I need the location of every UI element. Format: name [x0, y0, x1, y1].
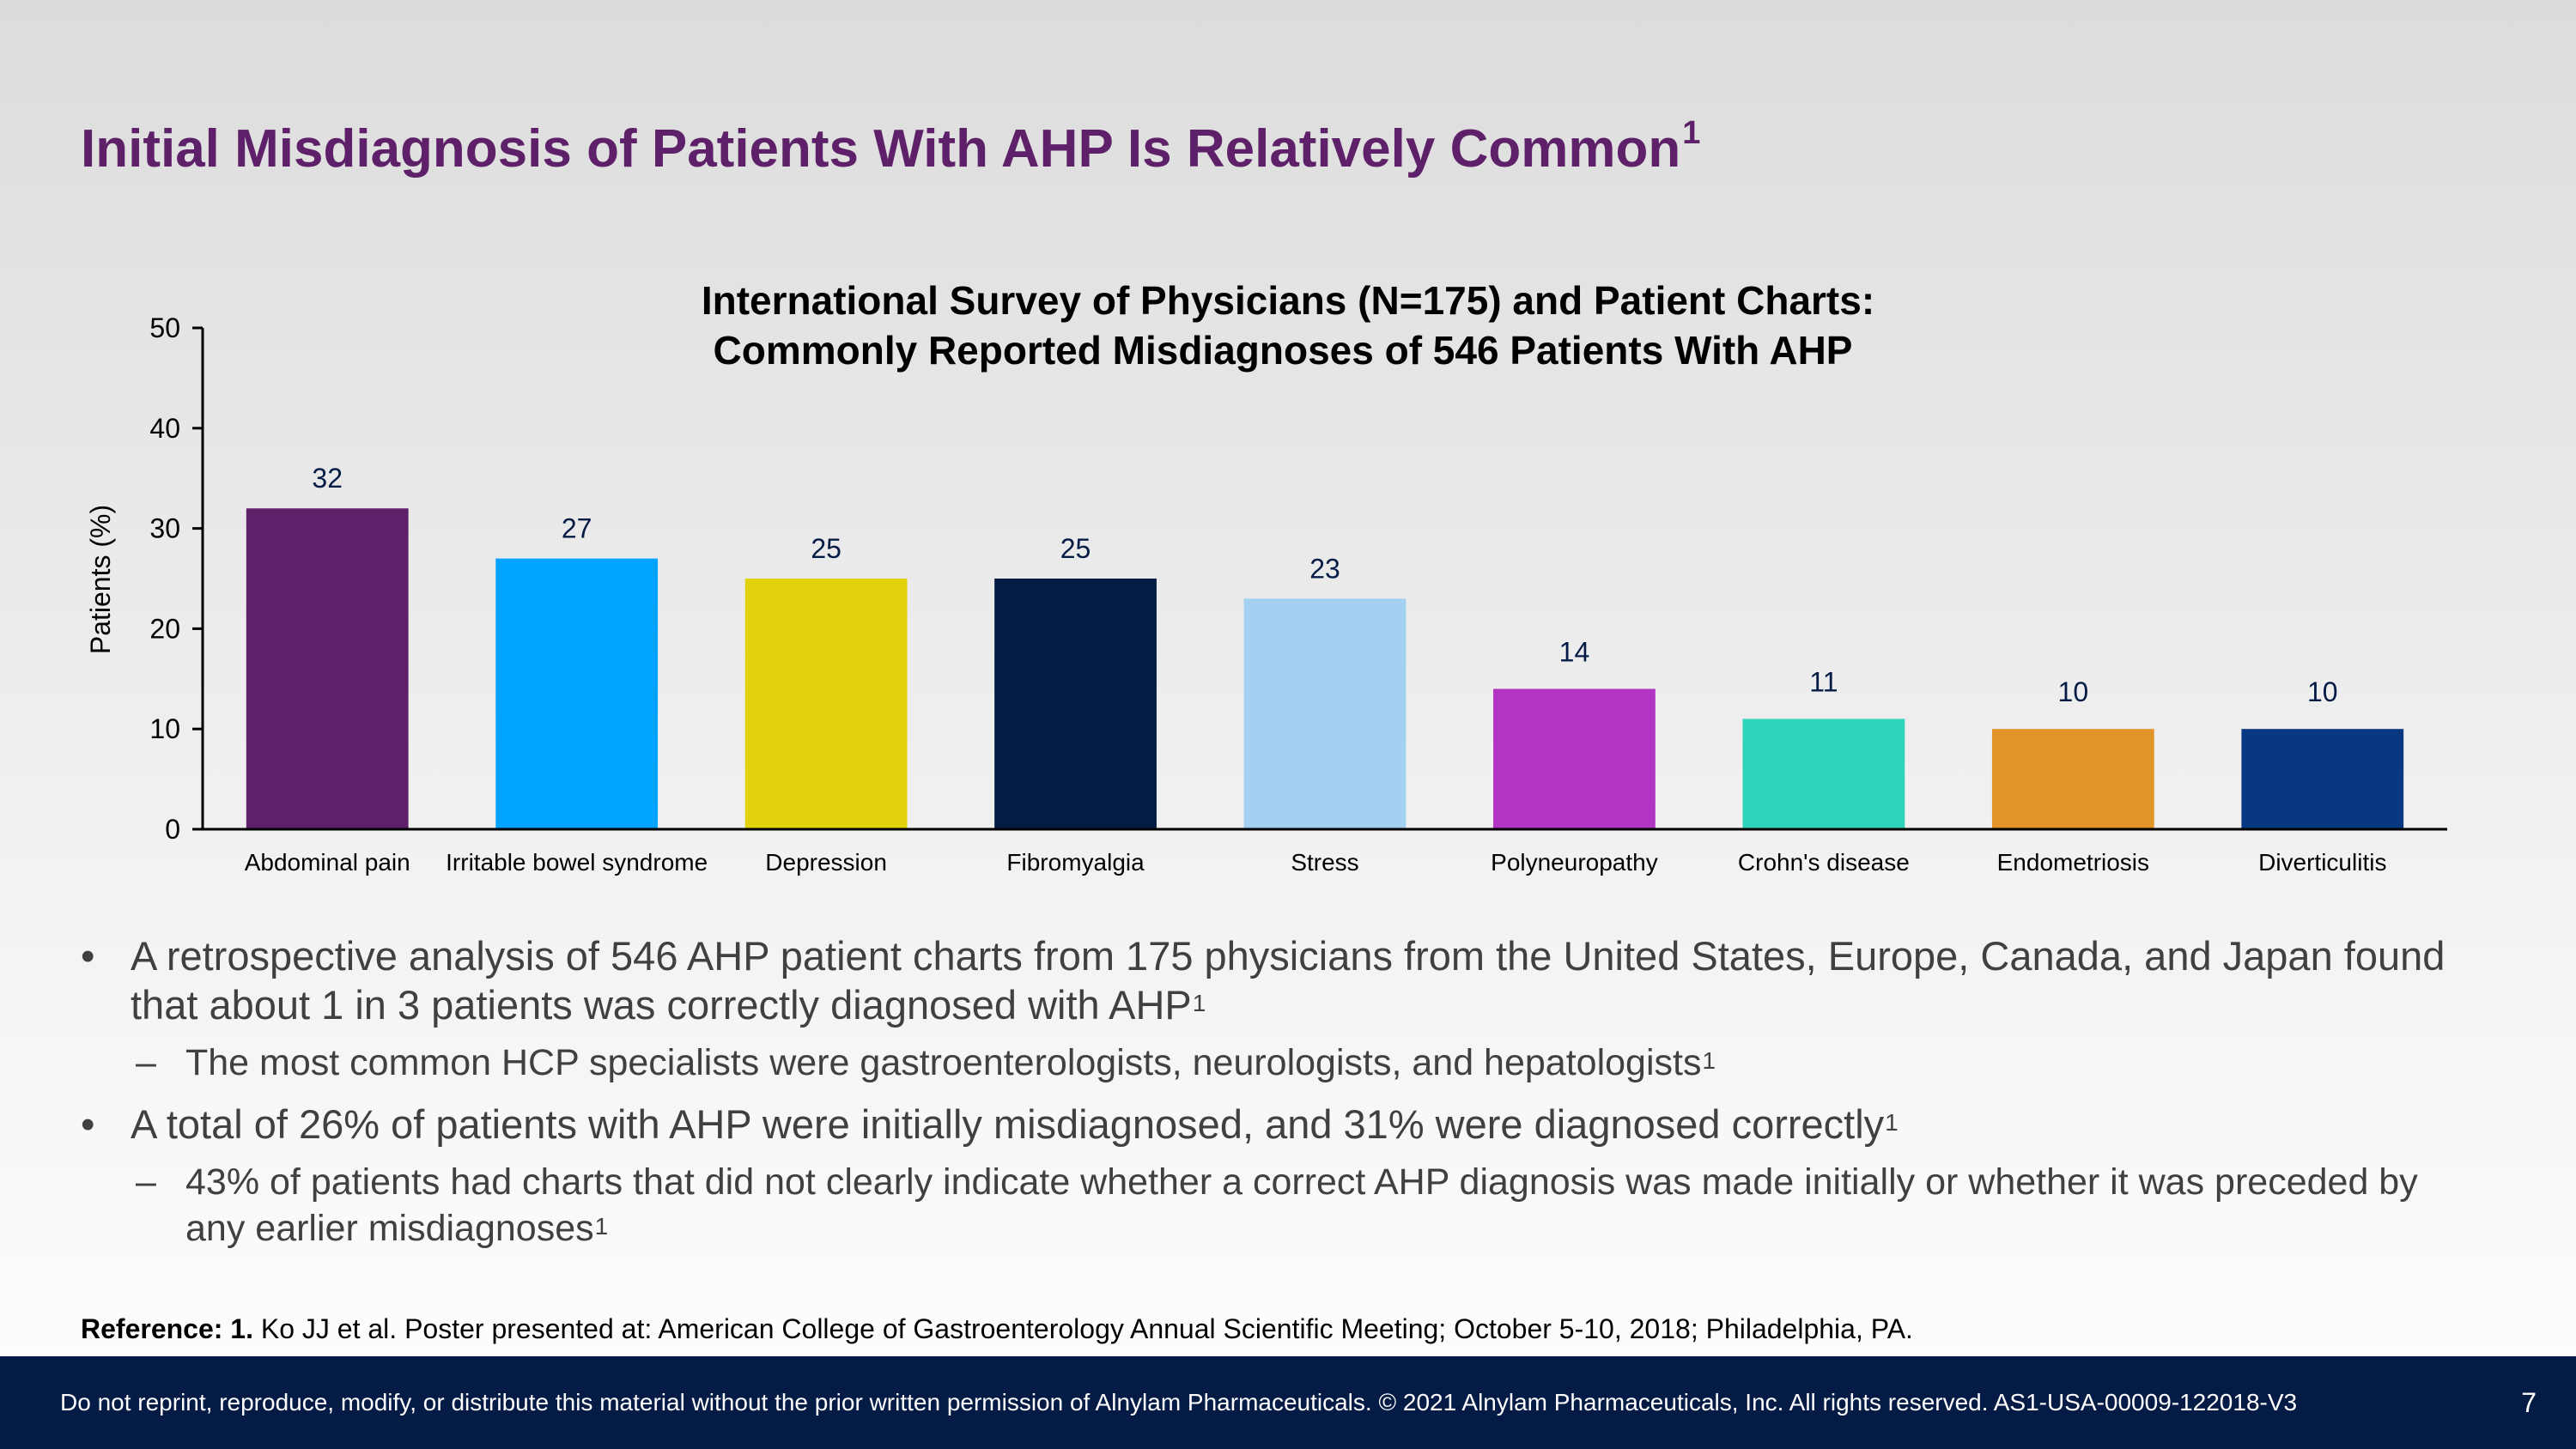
x-tick-label: Irritable bowel syndrome	[446, 849, 708, 876]
y-tick-label: 40	[149, 413, 180, 444]
bar-value-label: 32	[312, 463, 343, 494]
bar-value-label: 25	[1060, 533, 1091, 564]
x-tick-label: Stress	[1291, 849, 1358, 876]
title-footnote: 1	[1682, 115, 1701, 151]
bullet-dot-icon: •	[81, 933, 95, 979]
x-tick-label: Abdominal pain	[245, 849, 410, 876]
bar	[994, 579, 1157, 829]
page-number: 7	[2521, 1387, 2537, 1418]
dash-icon: –	[136, 1042, 156, 1083]
bar	[744, 579, 908, 829]
bar	[1991, 729, 2154, 829]
bar-value-label: 27	[562, 513, 592, 544]
x-axis-tick-labels: Abdominal pain Irritable bowel syndrome De…	[245, 849, 2387, 876]
y-axis-label: Patients (%)	[85, 505, 116, 654]
bar	[1493, 688, 1656, 829]
sub-bullet-item: –43% of patients had charts that did not…	[81, 1159, 2468, 1252]
chart-title-line-1: International Survey of Physicians (N=17…	[702, 278, 1874, 323]
bullet-dot-icon: •	[81, 1101, 95, 1147]
x-tick-label: Crohn's disease	[1738, 849, 1910, 876]
slide-title: Initial Misdiagnosis of Patients With AH…	[81, 115, 1701, 179]
y-tick-label: 0	[165, 814, 180, 845]
bar	[1243, 598, 1406, 829]
bar-chart: International Survey of Physicians (N=17…	[85, 278, 2447, 876]
sub-bullet-item: – The most common HCP specialists were ga…	[81, 1040, 2468, 1086]
y-tick-label: 10	[149, 713, 180, 744]
bar-value-label: 23	[1309, 553, 1340, 584]
dash-icon: –	[136, 1161, 156, 1203]
x-tick-label: Diverticulitis	[2258, 849, 2386, 876]
x-tick-label: Fibromyalgia	[1006, 849, 1145, 876]
x-tick-label: Polyneuropathy	[1491, 849, 1658, 876]
bullet-item: • A retrospective analysis of 546 AHP pat…	[81, 933, 2445, 1028]
bar-value-label: 10	[2307, 676, 2338, 707]
bar	[246, 508, 409, 829]
y-tick-label: 20	[149, 613, 180, 644]
x-tick-label: Depression	[765, 849, 887, 876]
bar-value-label: 25	[811, 533, 841, 564]
y-axis: 0 10 20 30 40 50	[149, 312, 204, 845]
footer-bar: Do not reprint, reproduce, modify, or di…	[0, 1356, 2576, 1449]
reference: Reference: 1. Ko JJ et al. Poster presen…	[81, 1313, 1913, 1344]
y-tick-label: 50	[149, 312, 180, 343]
x-tick-label: Endometriosis	[1997, 849, 2149, 876]
y-tick-label: 30	[149, 513, 180, 544]
bar	[495, 558, 659, 829]
bar	[1742, 718, 1905, 829]
bullet-list: • A retrospective analysis of 546 AHP pat…	[81, 931, 2468, 1265]
chart-title-line-2: Commonly Reported Misdiagnoses of 546 Pa…	[714, 328, 1853, 373]
bar	[2241, 729, 2404, 829]
bullet-item: • A total of 26% of patients with AHP wer…	[81, 1101, 1899, 1147]
bar-value-label: 14	[1559, 636, 1590, 667]
bar-value-label: 10	[2058, 676, 2089, 707]
bars	[246, 508, 2404, 829]
data-labels: 32 27 25 25 23 14 11 10 10	[312, 463, 2337, 707]
footer-disclaimer: Do not reprint, reproduce, modify, or di…	[60, 1389, 2298, 1416]
bar-value-label: 11	[1809, 667, 1838, 698]
